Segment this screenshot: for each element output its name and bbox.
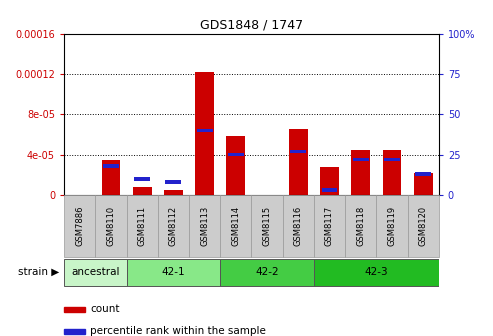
FancyBboxPatch shape bbox=[314, 195, 345, 257]
Text: GSM8119: GSM8119 bbox=[387, 206, 396, 246]
Text: GSM8112: GSM8112 bbox=[169, 206, 178, 246]
Bar bbox=[197, 129, 212, 132]
Bar bbox=[383, 150, 401, 195]
Text: GSM8115: GSM8115 bbox=[263, 206, 272, 246]
Text: GSM8114: GSM8114 bbox=[231, 206, 240, 246]
FancyBboxPatch shape bbox=[64, 259, 127, 286]
Bar bbox=[414, 173, 432, 195]
Text: GSM8110: GSM8110 bbox=[106, 206, 115, 246]
Text: GSM7886: GSM7886 bbox=[75, 206, 84, 246]
FancyBboxPatch shape bbox=[64, 195, 95, 257]
Text: GSM8111: GSM8111 bbox=[138, 206, 146, 246]
FancyBboxPatch shape bbox=[376, 195, 408, 257]
Bar bbox=[352, 150, 370, 195]
FancyBboxPatch shape bbox=[127, 195, 158, 257]
Title: GDS1848 / 1747: GDS1848 / 1747 bbox=[200, 18, 303, 31]
FancyBboxPatch shape bbox=[189, 195, 220, 257]
Text: GSM8120: GSM8120 bbox=[419, 206, 427, 246]
Text: GSM8118: GSM8118 bbox=[356, 206, 365, 246]
Text: strain ▶: strain ▶ bbox=[18, 267, 59, 277]
FancyBboxPatch shape bbox=[314, 259, 439, 286]
Text: 42-3: 42-3 bbox=[364, 266, 388, 277]
FancyBboxPatch shape bbox=[95, 195, 127, 257]
Bar bbox=[321, 188, 337, 192]
FancyBboxPatch shape bbox=[408, 195, 439, 257]
Text: ancestral: ancestral bbox=[71, 266, 120, 277]
Text: GSM8113: GSM8113 bbox=[200, 206, 209, 246]
Bar bbox=[289, 129, 308, 195]
Bar bbox=[133, 187, 151, 195]
Text: count: count bbox=[90, 304, 120, 314]
Bar bbox=[353, 158, 369, 161]
Text: 42-1: 42-1 bbox=[162, 266, 185, 277]
Bar bbox=[290, 150, 306, 153]
Bar bbox=[226, 136, 245, 195]
FancyBboxPatch shape bbox=[282, 195, 314, 257]
Bar bbox=[195, 72, 214, 195]
Bar bbox=[320, 167, 339, 195]
Bar bbox=[134, 177, 150, 180]
Bar bbox=[103, 164, 119, 168]
Bar bbox=[102, 160, 120, 195]
Text: percentile rank within the sample: percentile rank within the sample bbox=[90, 326, 266, 336]
FancyBboxPatch shape bbox=[220, 195, 251, 257]
Text: GSM8117: GSM8117 bbox=[325, 206, 334, 246]
FancyBboxPatch shape bbox=[345, 195, 376, 257]
FancyBboxPatch shape bbox=[220, 259, 314, 286]
Text: 42-2: 42-2 bbox=[255, 266, 279, 277]
Bar bbox=[164, 190, 183, 195]
FancyBboxPatch shape bbox=[158, 195, 189, 257]
Bar bbox=[415, 172, 431, 176]
Bar bbox=[228, 153, 244, 156]
Bar bbox=[64, 329, 85, 334]
FancyBboxPatch shape bbox=[127, 259, 220, 286]
Bar bbox=[166, 180, 181, 184]
Bar bbox=[384, 158, 400, 161]
FancyBboxPatch shape bbox=[251, 195, 282, 257]
Bar bbox=[64, 307, 85, 312]
Text: GSM8116: GSM8116 bbox=[294, 206, 303, 246]
